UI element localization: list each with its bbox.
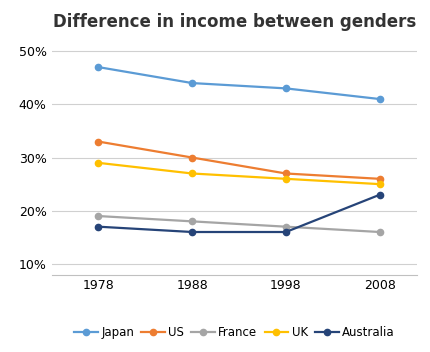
Japan	[377, 97, 382, 101]
Line: US: US	[95, 138, 383, 182]
US	[96, 139, 101, 144]
France	[377, 230, 382, 234]
France	[96, 214, 101, 218]
Japan	[283, 86, 289, 90]
Australia	[190, 230, 195, 234]
UK	[377, 182, 382, 186]
Line: UK: UK	[95, 160, 383, 187]
Legend: Japan, US, France, UK, Australia: Japan, US, France, UK, Australia	[69, 321, 399, 344]
UK	[96, 161, 101, 165]
France	[283, 225, 289, 229]
US	[377, 177, 382, 181]
Japan	[96, 65, 101, 69]
Australia	[377, 193, 382, 197]
Line: Australia: Australia	[95, 191, 383, 235]
US	[190, 156, 195, 160]
Australia	[283, 230, 289, 234]
UK	[190, 171, 195, 176]
UK	[283, 177, 289, 181]
Line: France: France	[95, 213, 383, 235]
Line: Japan: Japan	[95, 64, 383, 102]
Australia	[96, 225, 101, 229]
France	[190, 219, 195, 224]
Japan	[190, 81, 195, 85]
US	[283, 171, 289, 176]
Title: Difference in income between genders: Difference in income between genders	[53, 13, 416, 31]
